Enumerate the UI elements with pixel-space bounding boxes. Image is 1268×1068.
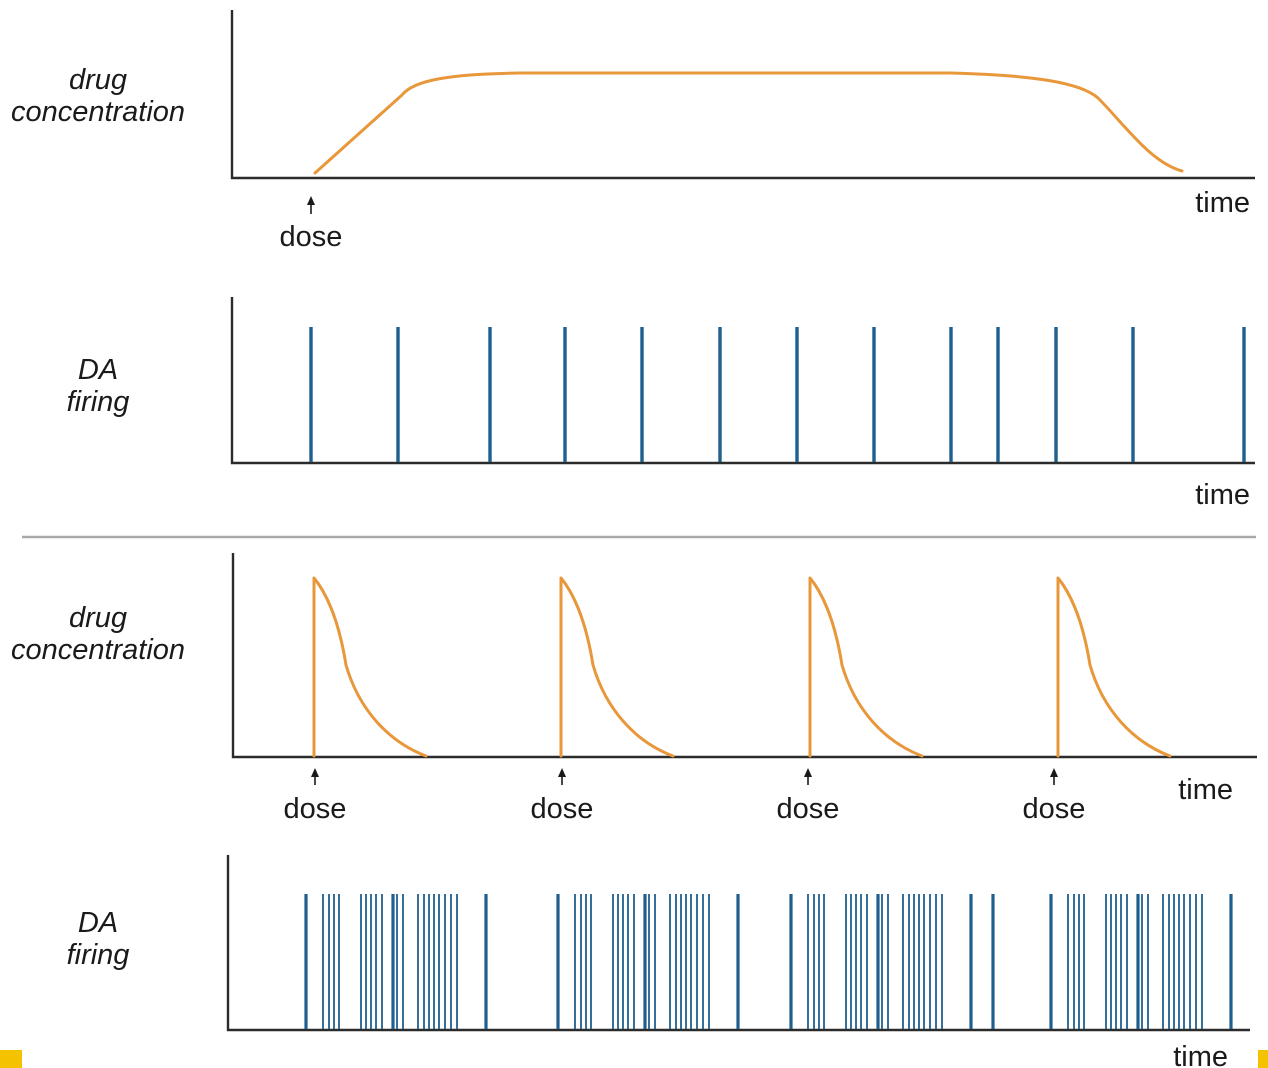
corner-marker-right	[1258, 1050, 1268, 1068]
burst-firing-spikes	[304, 894, 1233, 1029]
concentration-pulse	[1056, 576, 1172, 758]
x-label-time: time	[1173, 1041, 1228, 1068]
panel-repeated-dose-firing: DA firing time	[67, 855, 1250, 1068]
dose-marker-1: dose	[284, 768, 347, 825]
concentration-axis	[231, 553, 1257, 759]
concentration-pulse	[559, 576, 675, 758]
dose-marker-3: dose	[777, 768, 840, 825]
panel-single-dose-firing: DA firing time	[67, 297, 1255, 511]
dose-marker-4: dose	[1023, 768, 1086, 825]
dose-label: dose	[1023, 793, 1086, 825]
dose-label: dose	[280, 221, 343, 253]
y-label-da: DA	[78, 907, 118, 939]
pulsatile-concentration-curves	[312, 576, 1172, 758]
y-label-drug: drug	[69, 64, 127, 96]
dose-label: dose	[777, 793, 840, 825]
regular-firing-spikes	[309, 327, 1246, 462]
corner-marker-left	[0, 1050, 22, 1068]
sustained-concentration-curve	[313, 71, 1184, 175]
dose-marker-2: dose	[531, 768, 594, 825]
panel-repeated-dose-concentration: drug concentration dose dose dose dose t…	[11, 553, 1257, 825]
y-label-da: DA	[78, 354, 118, 386]
x-label-time: time	[1178, 774, 1233, 806]
x-label-time: time	[1195, 479, 1250, 511]
dose-label: dose	[284, 793, 347, 825]
panel-single-dose-concentration: drug concentration dose time	[11, 10, 1255, 253]
concentration-axis	[230, 10, 1255, 180]
firing-axis	[230, 297, 1255, 465]
y-label-firing: firing	[67, 386, 130, 418]
concentration-pulse	[312, 576, 428, 758]
dose-arrow-head	[307, 196, 315, 205]
dose-label: dose	[531, 793, 594, 825]
concentration-pulse	[808, 576, 924, 758]
y-label-concentration: concentration	[11, 96, 185, 128]
y-label-concentration: concentration	[11, 634, 185, 666]
y-label-drug: drug	[69, 602, 127, 634]
x-label-time: time	[1195, 187, 1250, 219]
y-label-firing: firing	[67, 939, 130, 971]
firing-axis	[226, 855, 1250, 1032]
